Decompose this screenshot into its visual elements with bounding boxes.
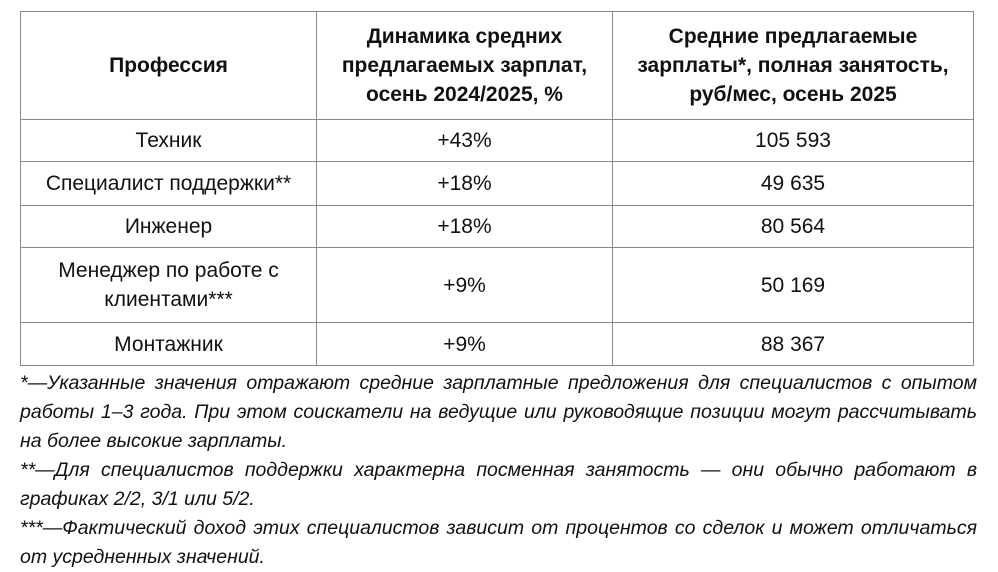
cell-change: +9%	[316, 247, 613, 323]
cell-change: +18%	[316, 205, 613, 248]
table-row: Инженер +18% 80 564	[20, 205, 974, 248]
cell-change: +9%	[316, 322, 613, 366]
cell-profession: Менеджер по работе с клиентами***	[20, 247, 317, 323]
footnote-double-star: **—Для специалистов поддержки характерна…	[20, 459, 977, 510]
table-header: Профессия Динамика средних предлагаемых …	[20, 11, 974, 120]
cell-profession: Монтажник	[20, 322, 317, 366]
cell-salary: 105 593	[612, 119, 974, 162]
cell-salary: 49 635	[612, 161, 974, 206]
cell-profession: Инженер	[20, 205, 317, 248]
table-row: Техник +43% 105 593	[20, 119, 974, 162]
cell-salary: 88 367	[612, 322, 974, 366]
header-profession: Профессия	[20, 11, 317, 120]
header-change: Динамика средних предлагаемых зарплат, о…	[316, 11, 613, 120]
table-row: Специалист поддержки** +18% 49 635	[20, 161, 974, 206]
salary-table: Профессия Динамика средних предлагаемых …	[20, 11, 974, 366]
footnote-single-star: *—Указанные значения отражают средние за…	[20, 372, 977, 452]
header-salary: Средние предлагаемые зарплаты*, полная з…	[612, 11, 974, 120]
footnotes: *—Указанные значения отражают средние за…	[20, 369, 977, 572]
cell-salary: 50 169	[612, 247, 974, 323]
table-row: Менеджер по работе с клиентами*** +9% 50…	[20, 247, 974, 323]
footnote-triple-star: ***—Фактический доход этих специалистов …	[20, 517, 977, 568]
cell-change: +18%	[316, 161, 613, 206]
cell-profession: Специалист поддержки**	[20, 161, 317, 206]
header-row: Профессия Динамика средних предлагаемых …	[20, 11, 974, 120]
cell-change: +43%	[316, 119, 613, 162]
cell-salary: 80 564	[612, 205, 974, 248]
table-row: Монтажник +9% 88 367	[20, 322, 974, 366]
cell-profession: Техник	[20, 119, 317, 162]
table-body: Техник +43% 105 593 Специалист поддержки…	[20, 119, 974, 366]
